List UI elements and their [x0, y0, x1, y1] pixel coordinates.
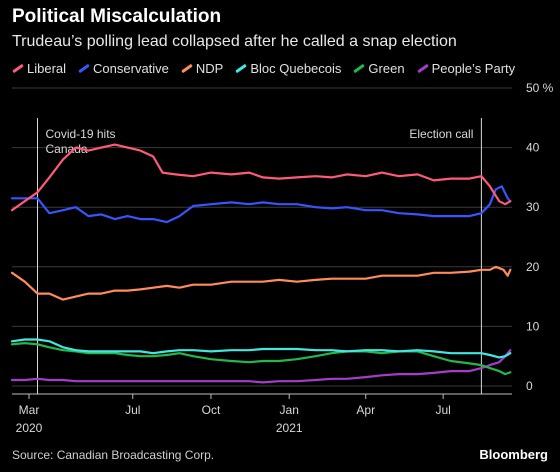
source-note: Source: Canadian Broadcasting Corp. — [12, 448, 215, 462]
x-tick-sublabel-2021-01-01: 2021 — [276, 421, 303, 435]
annotation-text-1-0: Election call — [409, 127, 473, 141]
legend-label-people-s-party: People’s Party — [431, 61, 516, 76]
series-line-bloc-quebecois — [10, 338, 512, 359]
series-line-liberal — [10, 143, 512, 212]
legend-item-ndp: NDP — [181, 61, 223, 76]
series-line-green — [10, 342, 512, 376]
chart-legend: Liberal Conservative NDP Bloc Quebecois Gree… — [12, 61, 515, 76]
annotation-text-0-0: Covid-19 hits — [46, 127, 116, 141]
legend-label-bloc-quebecois: Bloc Quebecois — [250, 61, 342, 76]
x-tick-label-2021-04-01: Apr — [356, 403, 375, 417]
series-line-ndp — [10, 265, 512, 301]
x-tick-label-2020-03-01: Mar — [19, 403, 40, 417]
chart-title: Political Miscalculation — [12, 6, 222, 27]
y-tick-label-10: 10 — [526, 319, 540, 333]
series-line-people-s-party — [10, 349, 512, 384]
x-tick-label-2021-07-01: Jul — [435, 403, 450, 417]
x-tick-sublabel-2020-03-01: 2020 — [16, 421, 43, 435]
x-tick-label-2021-01-01: Jan — [280, 403, 299, 417]
legend-item-green: Green — [353, 61, 405, 76]
annotation-text-0-1: Canada — [46, 142, 88, 156]
line-chart: 0 10 20 30 40 50 % Mar 2020 Jul Oct Jan 2021 Apr Jul C… — [10, 81, 554, 435]
legend-label-conservative: Conservative — [93, 61, 169, 76]
chart-subtitle: Trudeau’s polling lead collapsed after h… — [12, 33, 457, 50]
y-tick-label-20: 20 — [526, 260, 540, 274]
legend-label-green: Green — [368, 61, 405, 76]
legend-item-people-s-party: People’s Party — [416, 61, 516, 76]
x-tick-label-2020-10-01: Oct — [202, 403, 221, 417]
legend-label-ndp: NDP — [195, 61, 224, 76]
x-tick-label-2020-07-01: Jul — [125, 403, 140, 417]
legend-item-liberal: Liberal — [12, 61, 66, 76]
bloomberg-logo: Bloomberg — [479, 447, 548, 462]
legend-item-bloc-quebecois: Bloc Quebecois — [235, 61, 341, 76]
y-tick-label-0: 0 — [526, 379, 533, 393]
y-tick-label-30: 30 — [526, 200, 540, 214]
series-line-conservative — [10, 185, 512, 224]
y-tick-label-50: 50 % — [526, 81, 554, 95]
y-tick-label-40: 40 — [526, 141, 540, 155]
legend-label-liberal: Liberal — [27, 61, 67, 76]
legend-item-conservative: Conservative — [78, 61, 169, 76]
